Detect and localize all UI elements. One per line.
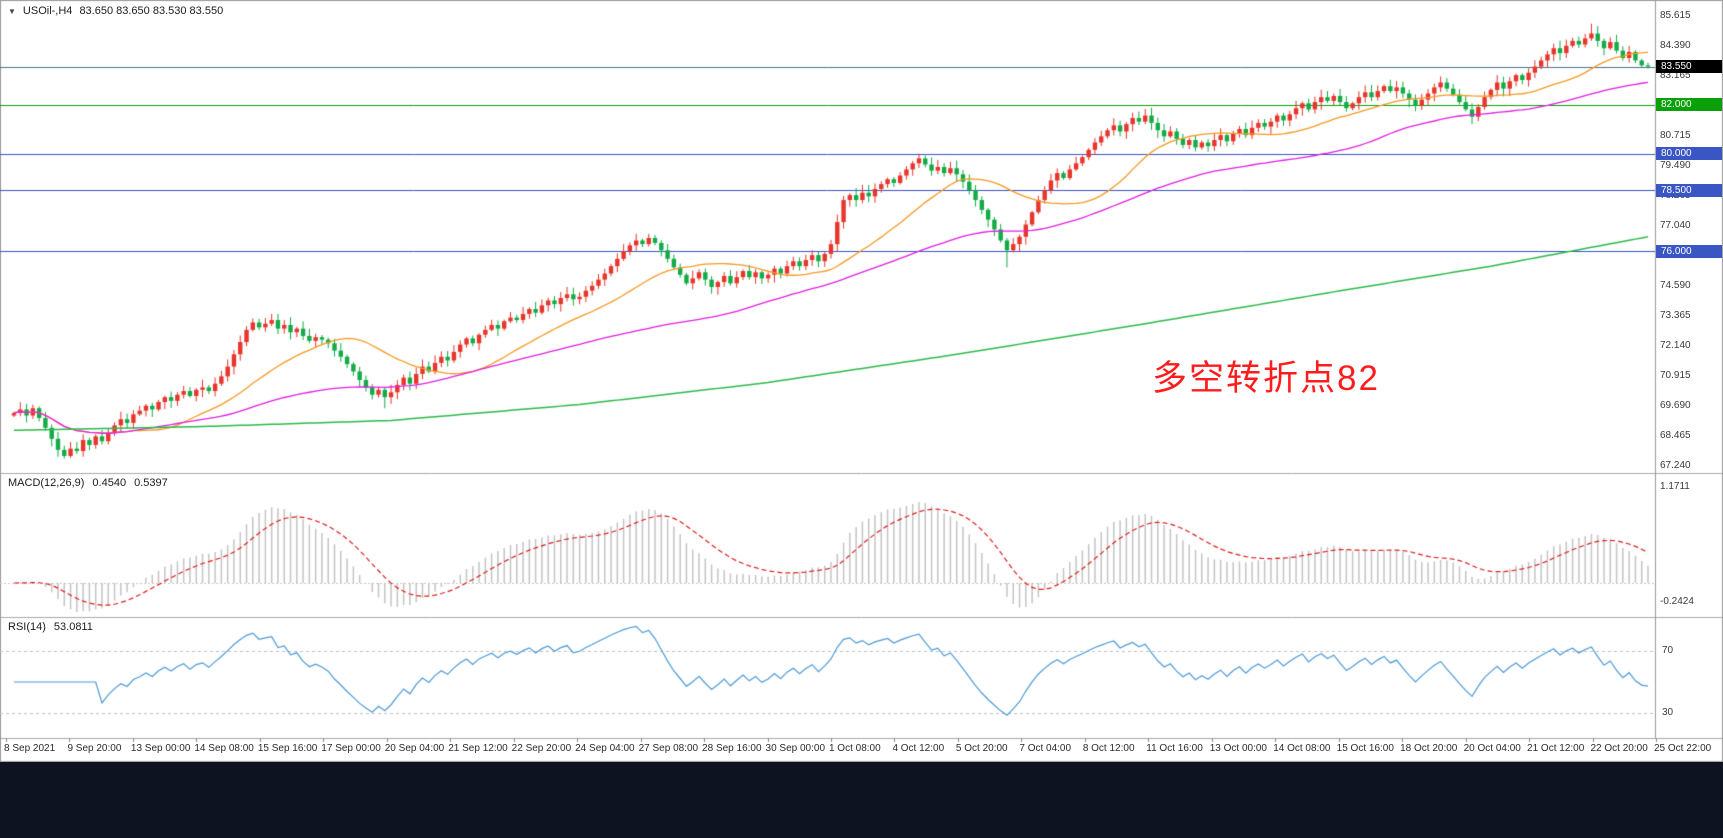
price-line-tag: 78.500 [1656,183,1722,197]
chart-header: ▼ USOil-,H4 83.650 83.650 83.530 83.550 [8,5,223,17]
price-tick-label: 77.040 [1660,220,1691,231]
price-line-tag: 80.000 [1656,147,1722,160]
macd-tick-label: -0.2424 [1660,596,1694,607]
time-axis-label: 17 Sep 00:00 [321,743,381,754]
rsi-indicator-label: RSI(14) 53.0811 [8,621,93,633]
time-axis-label: 15 Sep 16:00 [257,743,318,754]
time-axis-label: 21 Sep 12:00 [448,743,508,754]
price-tick-label: 74.590 [1660,280,1691,291]
time-axis-label: 11 Oct 16:00 [1146,743,1203,754]
macd-main-value: 0.4540 [92,477,127,489]
price-line-tag: 83.550 [1656,60,1722,74]
chart-symbol-period: USOil-,H4 [22,5,73,17]
time-axis-label: 7 Oct 04:00 [1019,743,1072,754]
time-axis-label: 4 Oct 12:00 [892,743,945,754]
rsi-level-label: 70 [1662,645,1674,656]
price-line-tag: 76.000 [1656,244,1722,258]
time-axis-label: 13 Oct 00:00 [1209,743,1267,754]
rsi-name: RSI(14) [8,621,46,633]
time-axis-label: 18 Oct 20:00 [1400,743,1458,754]
time-axis-label: 8 Sep 2021 [4,743,56,754]
price-tick-label: 70.915 [1660,370,1691,381]
time-axis-label: 22 Oct 20:00 [1590,743,1648,754]
time-axis-label: 14 Sep 08:00 [194,743,254,754]
price-tick-label: 67.240 [1660,460,1691,471]
time-axis-label: 20 Oct 04:00 [1463,743,1521,754]
time-axis-label: 25 Oct 22:00 [1653,743,1712,754]
price-tick-label: 68.465 [1660,430,1691,441]
time-axis-label: 1 Oct 08:00 [828,743,881,754]
chart-ohlc-values: 83.650 83.650 83.530 83.550 [79,5,224,17]
price-scale[interactable]: 85.61584.39083.16580.71579.49078.26577.0… [1655,0,1723,738]
rsi-value: 53.0811 [53,621,93,633]
price-tick-label: 85.615 [1660,10,1691,21]
time-axis-label: 9 Sep 20:00 [67,743,122,754]
time-scale[interactable]: 8 Sep 2021 9 Sep 20:00 13 Sep 00:00 14 Sep … [0,738,1723,762]
time-axis-label: 8 Oct 12:00 [1082,743,1135,754]
time-axis-label: 5 Oct 20:00 [955,743,1008,754]
macd-tick-label: 1.1711 [1660,481,1690,492]
time-axis-label: 30 Sep 00:00 [765,743,826,754]
time-axis-label: 14 Oct 08:00 [1273,743,1331,754]
collapse-arrow-icon[interactable]: ▼ [8,6,16,16]
price-tick-label: 69.690 [1660,400,1691,411]
price-tick-label: 80.715 [1660,130,1691,141]
time-axis-label: 21 Oct 12:00 [1527,743,1585,754]
time-axis-label: 15 Oct 16:00 [1336,743,1394,754]
chart-canvas[interactable] [0,0,1723,762]
time-axis-label: 20 Sep 04:00 [384,743,445,754]
time-axis-label: 28 Sep 16:00 [702,743,762,754]
price-tick-label: 84.390 [1660,40,1691,51]
annotation-text-object[interactable]: 多空转折点82 [1152,359,1380,398]
macd-name: MACD(12,26,9) [8,477,85,489]
time-axis-label: 24 Sep 04:00 [575,743,635,754]
time-axis-label: 13 Sep 00:00 [130,743,191,754]
time-axis-label: 22 Sep 20:00 [511,743,572,754]
price-tick-label: 73.365 [1660,310,1691,321]
price-line-tag: 82.000 [1656,98,1722,112]
rsi-level-label: 30 [1662,707,1674,718]
price-tick-label: 83.165 [1660,70,1691,81]
bottom-bar [0,762,1723,838]
macd-indicator-label: MACD(12,26,9) 0.4540 0.5397 [8,477,168,489]
macd-signal-value: 0.5397 [134,477,168,489]
time-axis-label: 27 Sep 08:00 [638,743,699,754]
price-tick-label: 72.140 [1660,340,1691,351]
price-tick-label: 79.490 [1660,160,1691,171]
